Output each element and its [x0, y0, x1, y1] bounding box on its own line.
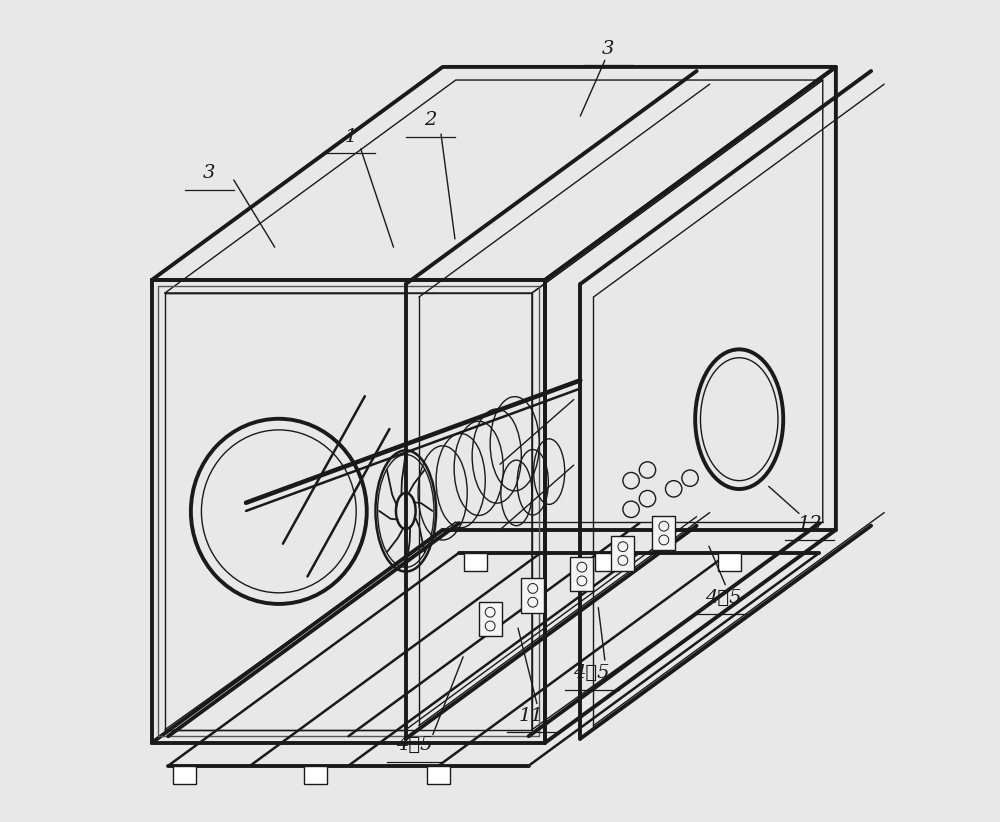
Bar	[521, 578, 544, 612]
Bar	[652, 516, 675, 550]
Text: 12: 12	[797, 515, 822, 533]
Bar	[718, 552, 741, 570]
Text: 4，5: 4，5	[396, 737, 432, 755]
Text: 2: 2	[424, 111, 437, 129]
Text: 4，5: 4，5	[574, 664, 610, 682]
Bar	[304, 766, 327, 783]
Bar	[464, 552, 487, 570]
Text: 1: 1	[345, 127, 357, 145]
Text: 4，5: 4，5	[705, 589, 741, 607]
Text: 11: 11	[519, 707, 544, 725]
Text: 3: 3	[203, 164, 215, 182]
Bar	[570, 556, 593, 591]
Bar	[611, 536, 634, 570]
Text: 3: 3	[602, 40, 614, 58]
Bar	[595, 552, 618, 570]
Bar	[427, 766, 450, 783]
Bar	[173, 766, 196, 783]
Bar	[479, 602, 502, 636]
